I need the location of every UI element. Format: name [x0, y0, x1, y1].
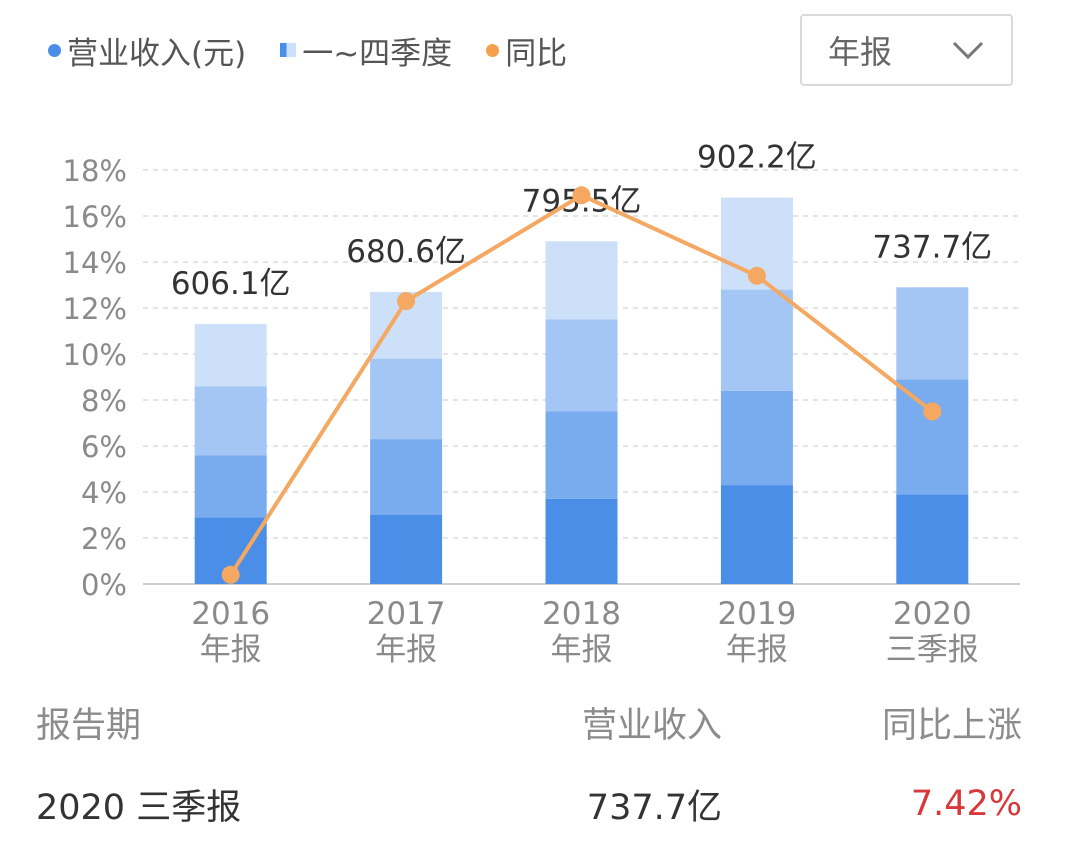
legend-item-quarters[interactable]: 一~四季度: [280, 28, 452, 73]
x-tick-label: 三季报: [886, 632, 979, 668]
row-yoy: 7.42%: [910, 784, 1022, 824]
chart-legend: 营业收入(元) 一~四季度 同比: [48, 22, 567, 78]
y-tick-label: 12%: [63, 292, 127, 326]
table-header: 报告期 营业收入 同比上涨: [36, 692, 1022, 752]
yoy-point: [397, 292, 416, 311]
bar-q1: [720, 485, 793, 584]
bar-q1: [370, 515, 443, 584]
header-revenue: 营业收入: [581, 705, 722, 746]
bar-q4: [545, 241, 618, 320]
yoy-dot-icon: [486, 43, 500, 57]
bar-q3: [370, 358, 443, 440]
yoy-point: [747, 266, 766, 285]
bar-q2: [545, 411, 618, 499]
x-tick-label: 年报: [551, 632, 613, 668]
y-tick-label: 2%: [81, 522, 127, 556]
revenue-label: 902.2亿: [697, 140, 817, 176]
row-period: 2020 三季报: [36, 787, 242, 828]
legend-label-quarters: 一~四季度: [302, 35, 453, 72]
x-tick-label: 2018: [542, 596, 621, 632]
revenue-label: 680.6亿: [346, 234, 466, 270]
y-tick-label: 14%: [63, 246, 127, 280]
x-tick-label: 2017: [367, 596, 446, 632]
y-tick-label: 6%: [81, 430, 127, 464]
x-tick-label: 年报: [726, 632, 788, 668]
bar-q3: [545, 319, 618, 412]
bar-q2: [896, 379, 969, 495]
yoy-point: [221, 565, 240, 584]
y-tick-label: 4%: [81, 476, 127, 510]
legend-label-yoy: 同比: [505, 35, 568, 72]
revenue-label: 737.7亿: [872, 229, 992, 265]
bar-q1: [896, 494, 969, 584]
y-tick-label: 10%: [63, 338, 127, 372]
bar-q3: [720, 289, 793, 391]
bar-q1: [545, 498, 618, 584]
x-tick-label: 2016: [191, 596, 270, 632]
x-tick-label: 年报: [200, 632, 262, 668]
bar-q3: [194, 386, 267, 456]
header-period: 报告期: [36, 705, 142, 746]
bar-q3: [896, 287, 969, 380]
table-row[interactable]: 2020 三季报 737.7亿 7.42%: [36, 772, 1022, 836]
period-select-value: 年报: [828, 33, 893, 71]
bar-q2: [370, 439, 443, 515]
x-tick-label: 2020: [893, 596, 972, 632]
yoy-point: [923, 402, 942, 421]
revenue-label: 606.1亿: [171, 266, 291, 302]
revenue-dot-icon: [48, 43, 61, 57]
legend-label-revenue: 营业收入(元): [67, 35, 247, 72]
bar-q4: [194, 324, 267, 387]
period-select[interactable]: 年报: [800, 14, 1013, 86]
header-yoy: 同比上涨: [881, 705, 1022, 746]
chevron-down-icon: [952, 41, 984, 60]
legend-item-yoy[interactable]: 同比: [486, 28, 567, 73]
yoy-point: [572, 186, 591, 205]
legend-item-revenue[interactable]: 营业收入(元): [48, 28, 246, 73]
x-tick-label: 2019: [717, 596, 796, 632]
quarters-gradient-icon: [280, 43, 297, 57]
y-tick-label: 16%: [63, 200, 127, 234]
bar-q2: [720, 390, 793, 486]
y-tick-label: 0%: [81, 568, 127, 602]
revenue-chart: 0%2%4%6%8%10%12%14%16%18%606.1亿2016年报680…: [63, 140, 1020, 668]
y-tick-label: 8%: [81, 384, 127, 418]
row-revenue: 737.7亿: [586, 787, 722, 828]
y-tick-label: 18%: [63, 154, 127, 188]
x-tick-label: 年报: [375, 632, 437, 668]
bar-q2: [194, 455, 267, 518]
